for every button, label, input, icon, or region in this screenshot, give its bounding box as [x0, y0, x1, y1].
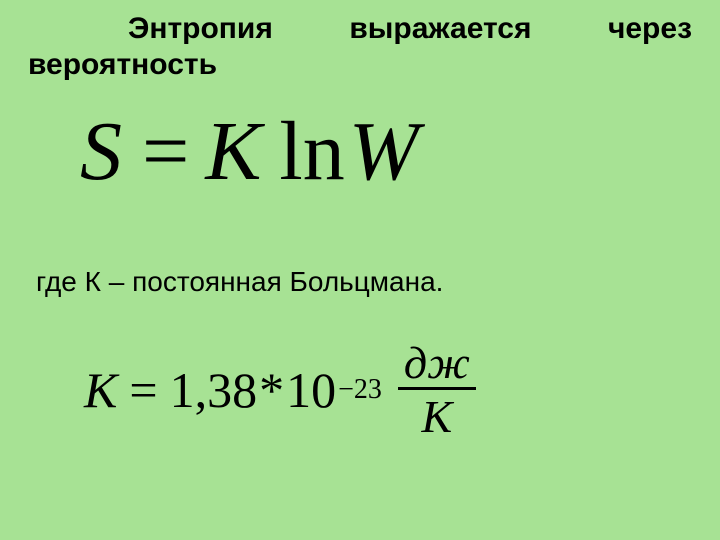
formula2-equals: =	[129, 365, 157, 415]
formula2-value: 1,38	[170, 365, 258, 415]
header-word-3: через	[608, 12, 692, 46]
formula2-fraction: дж K	[398, 340, 476, 440]
fraction-denominator: K	[422, 390, 453, 440]
formula-boltzmann-constant: K = 1,38 * 10−23 дж K	[84, 340, 476, 440]
formula2-K: K	[84, 365, 117, 415]
header-line-1: Энтропия выражается через	[28, 12, 692, 46]
formula-K: K	[205, 105, 265, 198]
header-line-2: вероятность	[28, 48, 217, 82]
fraction-numerator: дж	[398, 340, 476, 387]
formula2-base: 10	[286, 365, 336, 415]
formula-W: W	[349, 105, 419, 198]
formula2-star: *	[259, 365, 284, 415]
header-word-2: выражается	[349, 12, 531, 46]
formula-S: S	[80, 105, 126, 198]
formula-ln: ln	[279, 105, 344, 198]
equals-sign: =	[142, 105, 189, 198]
header-word-1: Энтропия	[128, 12, 273, 46]
boltzmann-text: где К – постоянная Больцмана.	[36, 266, 443, 298]
formula2-exponent: −23	[338, 376, 382, 404]
formula-entropy: S=KlnW	[80, 110, 419, 194]
